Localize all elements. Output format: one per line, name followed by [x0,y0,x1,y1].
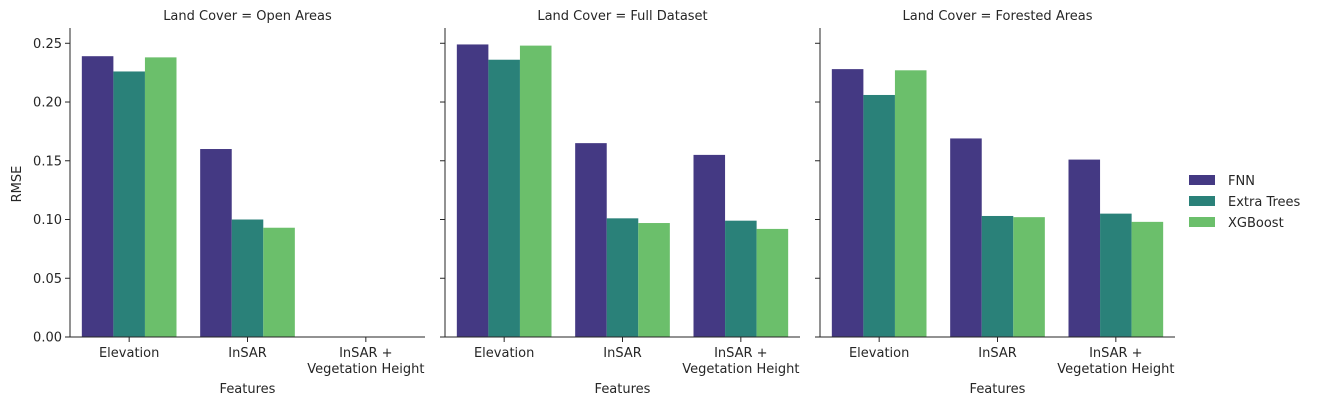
bar-extra-trees [1100,213,1132,337]
bar-fnn [575,143,607,337]
x-tick-label: Elevation [474,346,534,361]
legend-swatch [1189,175,1215,185]
bar-xgboost [638,223,670,337]
bar-fnn [950,138,982,337]
y-tick-label: 0.05 [33,272,62,287]
legend-swatch [1189,217,1215,227]
facet-1: Land Cover = Open Areas 0.00 0.05 0.10 0.15 0… [33,9,425,397]
y-tick-label: 0.10 [33,213,62,228]
bar-extra-trees [231,219,264,337]
legend-label: Extra Trees [1228,195,1301,210]
legend-item: FNN [1189,174,1255,189]
y-axis-label: RMSE [10,166,25,203]
y-tick-label: 0.20 [33,96,62,111]
legend-item: Extra Trees [1189,195,1301,210]
y-tick-label: 0.15 [33,154,62,169]
facet-2: Land Cover = Full Dataset Elevation InSAR I… [440,9,800,397]
x-tick-label: InSAR + Vegetation Height [682,346,799,377]
bar-xgboost [1131,221,1164,337]
bar-xgboost [263,227,295,337]
x-tick-label: InSAR [228,346,267,361]
x-tick-label: InSAR + Vegetation Height [307,346,424,377]
legend: FNN Extra Trees XGBoost [1189,174,1301,231]
legend-item: XGBoost [1189,216,1284,231]
bar-fnn [200,149,232,337]
bar-fnn [81,56,114,337]
x-tick-label: Elevation [849,346,909,361]
legend-swatch [1189,196,1215,206]
bar-extra-trees [863,94,895,337]
x-tick-label: Elevation [99,346,159,361]
x-axis-label: Features [220,382,276,397]
bar-extra-trees [725,220,757,337]
bar-extra-trees [113,71,145,337]
x-axis-label: Features [595,382,651,397]
bar-extra-trees [488,59,520,337]
facet-title: Land Cover = Forested Areas [902,9,1092,24]
x-tick-label: InSAR [603,346,642,361]
bar-xgboost [894,70,927,338]
facet-title: Land Cover = Open Areas [163,9,332,24]
y-tick-label: 0.25 [33,37,62,52]
bar-fnn [456,44,489,337]
bar-xgboost [1013,217,1045,337]
y-tick-label: 0.00 [33,331,62,346]
bar-extra-trees [981,215,1014,337]
bar-extra-trees [606,218,639,337]
bar-xgboost [519,45,552,338]
bar-fnn [831,69,864,338]
bar-xgboost [144,57,177,338]
legend-label: FNN [1228,174,1255,189]
legend-label: XGBoost [1228,216,1284,231]
facet-3: Land Cover = Forested Areas Elevation InSA… [815,9,1175,397]
x-tick-label: InSAR [978,346,1017,361]
bar-fnn [693,154,726,337]
x-tick-label: InSAR + Vegetation Height [1057,346,1174,377]
bar-xgboost [756,228,789,337]
bar-fnn [1068,159,1101,337]
x-axis-label: Features [970,382,1026,397]
facet-title: Land Cover = Full Dataset [537,9,707,24]
